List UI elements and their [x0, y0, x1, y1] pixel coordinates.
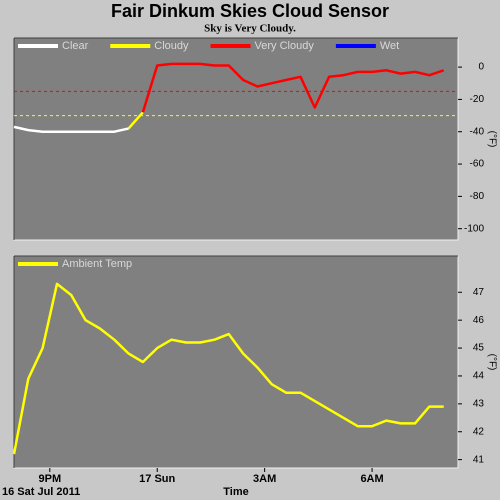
y-tick-label: 47	[473, 287, 485, 298]
y-tick-label: 42	[473, 426, 485, 437]
data-line	[13, 125, 129, 133]
x-tick-label: 17 Sun	[139, 473, 175, 485]
y-tick-label: -20	[470, 94, 485, 105]
y-tick-label: 41	[473, 454, 485, 465]
y-axis-label: (°F)	[486, 131, 497, 148]
chart-title: Fair Dinkum Skies Cloud Sensor	[111, 1, 389, 21]
y-tick-label: 46	[473, 315, 485, 326]
plot-area	[13, 255, 459, 469]
y-tick-label: 43	[473, 398, 485, 409]
x-axis-label: Time	[223, 486, 248, 498]
legend-label: Clear	[62, 40, 89, 52]
y-tick-label: 0	[478, 62, 484, 73]
legend-label: Wet	[380, 40, 399, 52]
date-label: 16 Sat Jul 2011	[2, 486, 80, 498]
x-tick-label: 3AM	[253, 473, 276, 485]
y-tick-label: -60	[470, 159, 485, 170]
data-line	[12, 282, 444, 455]
legend-label: Cloudy	[154, 40, 189, 52]
x-tick-label: 6AM	[360, 473, 383, 485]
chart-subtitle: Sky is Very Cloudy.	[204, 23, 296, 35]
y-tick-label: -80	[470, 191, 485, 202]
data-line	[141, 62, 445, 113]
y-tick-label: 45	[473, 343, 485, 354]
legend-label: Ambient Temp	[62, 258, 132, 270]
legend-label: Very Cloudy	[255, 40, 315, 52]
data-line	[127, 111, 144, 130]
y-tick-label: 44	[473, 371, 485, 382]
y-axis-label: (°F)	[486, 354, 497, 371]
y-tick-label: -40	[470, 126, 485, 137]
x-tick-label: 9PM	[38, 473, 61, 485]
y-tick-label: -100	[464, 223, 484, 234]
plot-area	[13, 37, 459, 241]
